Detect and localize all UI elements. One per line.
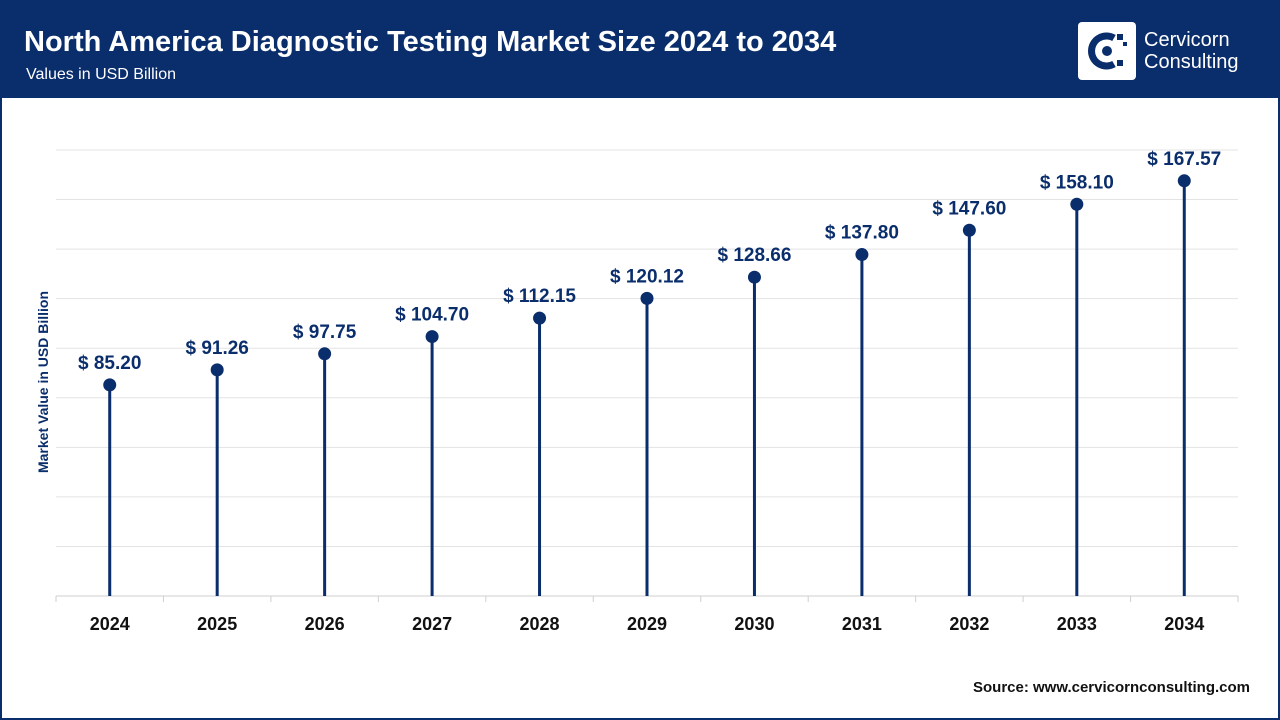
data-label: $ 128.66 — [717, 245, 791, 266]
data-label: $ 104.70 — [395, 305, 469, 326]
y-axis-label: Market Value in USD Billion — [35, 291, 51, 473]
x-tick-label: 2030 — [734, 614, 774, 634]
company-logo: Cervicorn Consulting — [1078, 22, 1239, 80]
data-label: $ 85.20 — [78, 353, 141, 374]
chart-marks: $ 85.20 $ 91.26 $ 97.75 $ 104.70 $ 112.15 $ 1… — [78, 149, 1221, 596]
chart-title: North America Diagnostic Testing Market … — [24, 26, 837, 58]
logo-text: Cervicorn Consulting — [1144, 29, 1239, 73]
data-point — [533, 311, 547, 325]
data-point — [1070, 197, 1084, 211]
data-label: $ 167.57 — [1147, 149, 1221, 170]
x-tick-label: 2028 — [520, 614, 560, 634]
data-point — [855, 248, 869, 262]
x-tick-label: 2026 — [305, 614, 345, 634]
data-label: $ 97.75 — [293, 322, 357, 343]
x-tick-label: 2024 — [90, 614, 130, 634]
data-label: $ 137.80 — [825, 223, 899, 244]
x-tick-label: 2029 — [627, 614, 667, 634]
logo-line-2: Consulting — [1144, 51, 1239, 73]
data-label: $ 158.10 — [1040, 172, 1114, 193]
x-tick-label: 2034 — [1164, 614, 1204, 634]
data-label: $ 120.12 — [610, 266, 684, 287]
x-tick-label: 2025 — [197, 614, 237, 634]
data-point — [103, 378, 117, 392]
x-tick-label: 2031 — [842, 614, 882, 634]
data-label: $ 147.60 — [932, 198, 1006, 219]
data-point — [425, 330, 439, 344]
header-bar: North America Diagnostic Testing Market … — [2, 2, 1278, 98]
data-label: $ 112.15 — [503, 286, 576, 307]
data-label: $ 91.26 — [185, 338, 248, 359]
data-point — [962, 223, 976, 237]
data-point — [210, 363, 224, 377]
data-point — [1177, 174, 1191, 188]
lollipop-chart: 2024 2025 2026 2027 2028 2029 2030 2031 2032 2033… — [35, 149, 1239, 634]
data-point — [747, 270, 761, 284]
x-tick-label: 2027 — [412, 614, 452, 634]
data-point — [318, 347, 332, 361]
x-axis: 2024 2025 2026 2027 2028 2029 2030 2031 2032 2033… — [55, 595, 1239, 634]
cervicorn-logo-icon — [1078, 22, 1136, 80]
chart-subtitle: Values in USD Billion — [26, 66, 176, 83]
source-note: Source: www.cervicornconsulting.com — [972, 679, 1250, 696]
data-point — [640, 291, 654, 305]
logo-line-1: Cervicorn — [1144, 29, 1230, 51]
x-tick-label: 2032 — [949, 614, 989, 634]
x-tick-label: 2033 — [1057, 614, 1097, 634]
